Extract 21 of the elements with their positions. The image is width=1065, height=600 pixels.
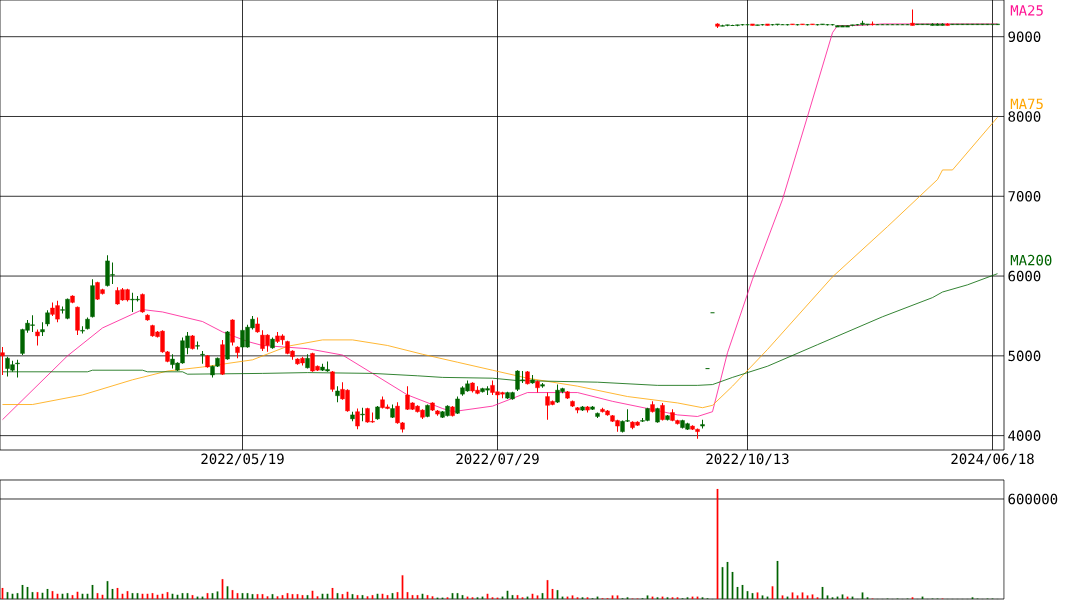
x-tick-label: 2022/10/13: [706, 453, 789, 466]
y-tick-label: 6000: [1008, 270, 1041, 282]
y-tick-label: 5000: [1008, 350, 1041, 362]
series-label: MA200: [1010, 254, 1052, 266]
series-label: MA25: [1010, 5, 1043, 16]
x-tick-label: 2022/07/29: [456, 453, 539, 466]
y-tick-label: 4000: [1008, 430, 1041, 441]
candlestick: [75, 305, 80, 336]
series-label: MA75: [1010, 98, 1043, 110]
y-tick-label: 600000: [1008, 493, 1058, 505]
x-tick-label: 2024/06/18: [951, 453, 1034, 466]
candlestick: [330, 370, 335, 393]
candlestick: [230, 318, 235, 346]
x-tick-label: 2022/05/19: [201, 453, 284, 466]
candlestick: [0, 346, 5, 376]
candlestick: [355, 408, 360, 430]
line-series: [2, 116, 998, 409]
y-tick-label: 7000: [1008, 190, 1041, 202]
y-tick-label: 9000: [1008, 31, 1041, 42]
line-series: [2, 273, 998, 386]
y-tick-label: 8000: [1008, 111, 1041, 122]
